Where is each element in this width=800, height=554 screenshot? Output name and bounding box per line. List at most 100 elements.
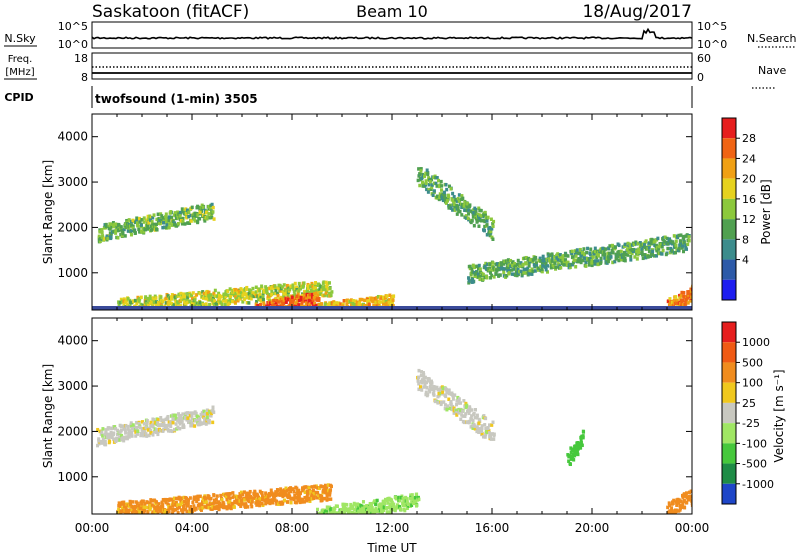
scatter-cell bbox=[585, 250, 589, 255]
scatter-cell bbox=[214, 302, 218, 306]
scatter-cell bbox=[685, 296, 689, 300]
scatter-cell bbox=[134, 430, 138, 434]
scatter-cell bbox=[100, 430, 104, 434]
scatter-cell bbox=[265, 497, 269, 502]
scatter-cell bbox=[127, 433, 131, 438]
scatter-cell bbox=[196, 497, 200, 501]
time-x-axis: 00:00 04:00 08:00 12:00 16:00 20:00 00:00 bbox=[75, 521, 710, 535]
scatter-cell bbox=[384, 303, 388, 307]
scatter-cell bbox=[281, 289, 285, 293]
scatter-cell bbox=[136, 429, 140, 434]
scatter-cell bbox=[693, 293, 696, 297]
scatter-cell bbox=[617, 249, 621, 254]
scatter-cell bbox=[182, 423, 186, 427]
scatter-cell bbox=[180, 419, 184, 424]
scatter-cell bbox=[441, 198, 445, 203]
scatter-cell bbox=[465, 403, 469, 408]
scatter-cell bbox=[313, 291, 317, 296]
scatter-cell bbox=[455, 212, 459, 216]
scatter-cell bbox=[115, 436, 119, 441]
scatter-cell bbox=[185, 504, 189, 508]
scatter-cell bbox=[439, 402, 443, 407]
scatter-cell bbox=[192, 301, 196, 306]
scatter-cell bbox=[104, 222, 108, 227]
scatter-cell bbox=[153, 421, 157, 425]
y-tick-label: 3000 bbox=[57, 379, 88, 393]
scatter-cell bbox=[422, 373, 426, 377]
scatter-cell bbox=[381, 503, 385, 508]
scatter-cell bbox=[651, 238, 655, 242]
scatter-cell bbox=[178, 217, 182, 221]
scatter-cell bbox=[291, 283, 295, 287]
scatter-cell bbox=[319, 518, 322, 522]
scatter-cell bbox=[110, 224, 114, 229]
scatter-cell bbox=[154, 508, 158, 512]
scatter-cell bbox=[323, 302, 327, 306]
scatter-cell bbox=[590, 261, 594, 265]
scatter-cell bbox=[390, 301, 394, 305]
scatter-cell bbox=[399, 495, 403, 500]
scatter-cell bbox=[203, 419, 207, 424]
scatter-cell bbox=[491, 420, 495, 424]
scatter-cell bbox=[191, 509, 195, 514]
scatter-cell bbox=[393, 507, 397, 511]
scatter-cell bbox=[649, 254, 653, 259]
scatter-cell bbox=[146, 223, 150, 228]
scatter-cell bbox=[139, 223, 143, 227]
scatter-cell bbox=[381, 295, 385, 300]
scatter-cell bbox=[128, 502, 132, 507]
scatter-cell bbox=[690, 501, 692, 506]
scatter-cell bbox=[178, 417, 182, 422]
scatter-cell bbox=[690, 292, 692, 296]
scatter-cell bbox=[186, 295, 190, 299]
scatter-cell bbox=[688, 290, 692, 294]
scatter-cell bbox=[482, 414, 486, 418]
scatter-cell bbox=[311, 492, 315, 497]
scatter-cell bbox=[165, 220, 169, 225]
scatter-cell bbox=[677, 233, 681, 238]
scatter-cell bbox=[574, 265, 578, 269]
scatter-cell bbox=[367, 508, 371, 513]
scatter-cell bbox=[321, 285, 325, 289]
scatter-cell bbox=[296, 292, 300, 296]
scatter-cell bbox=[478, 216, 482, 221]
scatter-cell bbox=[132, 311, 135, 315]
scatter-cell bbox=[622, 250, 626, 255]
colorbar-frame bbox=[721, 117, 737, 301]
scatter-cell bbox=[575, 450, 579, 454]
scatter-cell bbox=[463, 414, 467, 418]
scatter-cell bbox=[190, 411, 194, 415]
scatter-cell bbox=[451, 208, 455, 212]
scatter-cell bbox=[328, 291, 332, 296]
scatter-cell bbox=[288, 494, 292, 499]
scatter-cell bbox=[357, 509, 361, 514]
scatter-cell bbox=[640, 250, 644, 255]
scatter-cell bbox=[430, 185, 434, 190]
scatter-cell bbox=[562, 263, 566, 267]
scatter-cell bbox=[625, 248, 629, 252]
scatter-cell bbox=[516, 258, 520, 263]
scatter-cell bbox=[471, 270, 475, 274]
scatter-cell bbox=[593, 246, 597, 251]
scatter-cell bbox=[283, 490, 287, 494]
scatter-cell bbox=[282, 493, 286, 497]
scatter-cell bbox=[200, 413, 204, 418]
scatter-cell bbox=[683, 295, 687, 299]
scatter-cell bbox=[181, 219, 185, 224]
scatter-cell bbox=[455, 402, 459, 407]
scatter-cell bbox=[469, 425, 473, 429]
scatter-cell bbox=[369, 504, 373, 508]
scatter-cell bbox=[531, 269, 535, 274]
scatter-cell bbox=[126, 511, 130, 514]
scatter-cell bbox=[316, 491, 320, 495]
scatter-cell bbox=[565, 263, 569, 267]
scatter-cell bbox=[480, 426, 484, 430]
scatter-cell bbox=[187, 221, 191, 225]
scatter-cell bbox=[574, 254, 578, 258]
scatter-cell bbox=[678, 239, 682, 243]
scatter-cell bbox=[374, 502, 378, 506]
scatter-cell bbox=[254, 285, 258, 289]
scatter-cell bbox=[467, 208, 471, 212]
scatter-cell bbox=[555, 256, 559, 260]
colorbar-swatch bbox=[722, 158, 736, 179]
